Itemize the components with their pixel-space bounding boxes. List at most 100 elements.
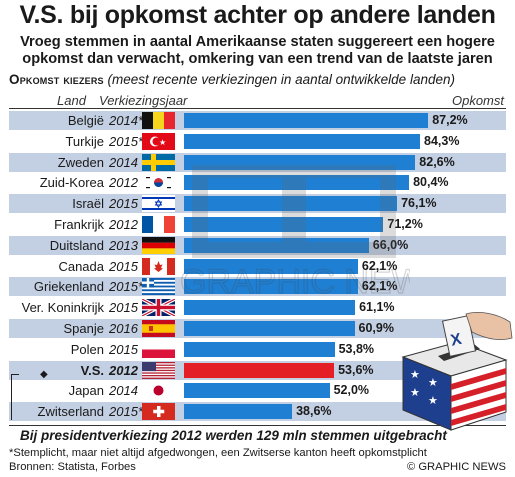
highlight-note: Bij presidentverkiezing 2012 werden 129 … bbox=[20, 428, 447, 443]
country-label: Israël bbox=[72, 196, 104, 212]
chart-row: Canada 2015 62,1% bbox=[9, 257, 506, 276]
bar bbox=[184, 279, 358, 295]
chart-row: Israël 2015 76,1% bbox=[9, 194, 506, 214]
chart-row: Duitsland 2013 66,0% bbox=[9, 235, 506, 255]
column-header-turnout: Opkomst bbox=[451, 93, 504, 108]
bar bbox=[184, 300, 356, 316]
year-label: 2015 bbox=[109, 341, 138, 357]
chart-row: België 2014* 87,2% bbox=[9, 111, 506, 130]
bar bbox=[184, 113, 429, 128]
chart-row: Ver. Koninkrijk 2015 61,1% bbox=[9, 298, 506, 317]
bar bbox=[184, 154, 416, 170]
year-label: 2013 bbox=[109, 237, 138, 253]
value-label: 62,1% bbox=[361, 279, 398, 294]
flag-canada-icon bbox=[142, 257, 175, 275]
flag-poland-icon bbox=[142, 340, 175, 358]
value-label: 87,2% bbox=[432, 113, 468, 127]
column-header-year: Verkiezingsjaar bbox=[99, 93, 188, 108]
chart-row: Spanje 2016 60,9% bbox=[9, 319, 506, 338]
flag-usa-icon bbox=[142, 361, 175, 379]
chart-row: Griekenland 2015* 62,1% bbox=[9, 277, 506, 297]
chart-row: Zuid-Korea 2012 80,4% bbox=[9, 173, 506, 192]
year-label: 2015 bbox=[109, 300, 138, 316]
country-label: Zwitserland bbox=[37, 404, 104, 420]
ballot-box-icon: ★ ★ ★ ★ X bbox=[401, 312, 513, 431]
bar bbox=[184, 404, 293, 420]
svg-text:★: ★ bbox=[410, 387, 420, 399]
us-highlight-marker: ◆ bbox=[11, 369, 48, 420]
country-label: Polen bbox=[70, 341, 104, 357]
value-label: 84,3% bbox=[424, 133, 460, 148]
chart-title: V.S. bij opkomst achter op andere landen bbox=[19, 1, 496, 29]
country-label: V.S. bbox=[80, 362, 104, 378]
svg-text:★: ★ bbox=[428, 395, 438, 407]
bar bbox=[184, 196, 398, 212]
flag-sweden-icon bbox=[142, 153, 175, 171]
value-label: 61,1% bbox=[359, 300, 395, 315]
ballot-box-illustration: ★ ★ ★ ★ X bbox=[388, 312, 513, 442]
country-label: Zuid-Korea bbox=[39, 175, 104, 191]
year-label: 2014 bbox=[109, 154, 138, 170]
country-label: Frankrijk bbox=[54, 217, 104, 232]
flag-greece-icon bbox=[142, 278, 175, 296]
year-label: 2014 bbox=[109, 383, 138, 399]
svg-text:★: ★ bbox=[410, 369, 420, 381]
svg-text:★: ★ bbox=[428, 377, 438, 389]
svg-text:★: ★ bbox=[159, 138, 166, 147]
bar bbox=[184, 341, 335, 357]
bar bbox=[184, 175, 410, 191]
flag-japan-icon bbox=[142, 382, 175, 400]
year-label: 2015* bbox=[109, 279, 143, 295]
year-label: 2012 bbox=[109, 362, 138, 378]
year-label: 2012 bbox=[109, 217, 138, 232]
chart-row: Polen 2015 53,8% bbox=[9, 340, 506, 359]
country-label: Duitsland bbox=[49, 237, 104, 253]
section-heading: Opkomst kiezers (meest recente verkiezin… bbox=[9, 72, 455, 87]
value-label: 53,8% bbox=[338, 341, 375, 356]
bottom-rule bbox=[9, 425, 506, 426]
chart-subtitle: Vroeg stemmen in aantal Amerikaanse stat… bbox=[20, 34, 495, 67]
chart-row: Zweden 2014 82,6% bbox=[9, 152, 506, 172]
flag-spain-icon bbox=[142, 320, 175, 337]
header-rule bbox=[9, 108, 506, 109]
bar bbox=[184, 133, 420, 149]
country-label: Spanje bbox=[63, 321, 104, 336]
flag-switzerland-icon bbox=[142, 403, 175, 421]
year-label: 2012 bbox=[109, 175, 138, 191]
bar bbox=[184, 383, 330, 399]
value-label: 71,2% bbox=[387, 217, 423, 231]
year-label: 2015 bbox=[109, 258, 138, 274]
country-label: België bbox=[67, 113, 104, 128]
chart-row: V.S. 2012 53,6% bbox=[9, 360, 506, 380]
flag-france-icon bbox=[142, 216, 175, 233]
year-label: 2015* bbox=[109, 133, 143, 149]
footnote: *Stemplicht, maar niet altijd afgedwonge… bbox=[9, 447, 427, 459]
flag-israel-icon bbox=[142, 195, 175, 213]
country-label: Griekenland bbox=[33, 279, 104, 295]
bar bbox=[184, 217, 384, 232]
bar bbox=[184, 237, 369, 253]
country-label: Turkije bbox=[65, 133, 104, 149]
value-label: 82,6% bbox=[419, 154, 455, 169]
column-header-country: Land bbox=[57, 93, 86, 108]
chart-row: Frankrijk 2012 71,2% bbox=[9, 215, 506, 234]
bar bbox=[184, 362, 335, 378]
flag-south-korea-icon bbox=[142, 174, 175, 192]
flag-turkey-icon: ★ bbox=[142, 132, 175, 150]
svg-text:X: X bbox=[449, 331, 463, 350]
year-label: 2015* bbox=[109, 404, 143, 420]
value-label: 53,6% bbox=[338, 362, 374, 377]
bar bbox=[184, 321, 355, 336]
value-label: 76,1% bbox=[401, 196, 437, 211]
year-label: 2015 bbox=[109, 196, 138, 212]
value-label: 60,9% bbox=[358, 321, 394, 335]
section-note: (meest recente verkiezingen in aantal on… bbox=[107, 72, 455, 87]
country-label: Canada bbox=[58, 258, 104, 274]
flag-uk-icon bbox=[142, 299, 175, 317]
country-label: Ver. Koninkrijk bbox=[21, 300, 104, 316]
chart-row: Zwitserland 2015* 38,6% bbox=[9, 402, 506, 422]
year-label: 2016 bbox=[109, 321, 138, 336]
value-label: 80,4% bbox=[413, 175, 449, 190]
value-label: 52,0% bbox=[333, 383, 370, 398]
value-label: 66,0% bbox=[372, 237, 409, 252]
